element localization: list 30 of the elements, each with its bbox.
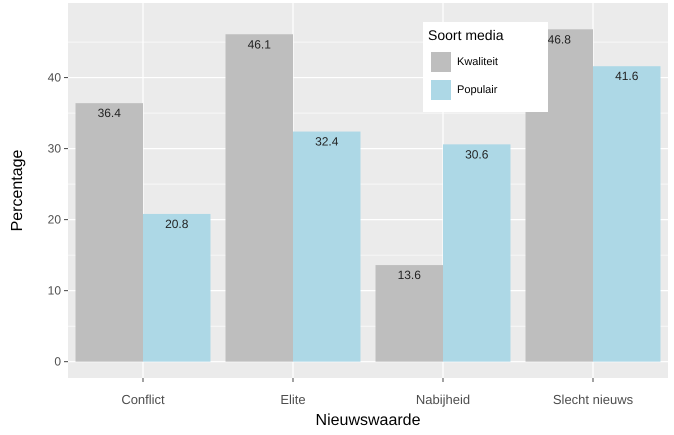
x-tick-label: Conflict — [121, 392, 166, 407]
bar — [443, 144, 510, 362]
x-tick-label: Nabijheid — [416, 392, 470, 407]
bar — [376, 265, 443, 362]
bar — [76, 103, 143, 362]
y-tick-label: 0 — [54, 354, 62, 369]
legend-label: Populair — [457, 84, 498, 96]
bar — [293, 132, 360, 362]
data-label: 46.8 — [548, 32, 572, 46]
data-label: 13.6 — [398, 268, 422, 282]
bar — [143, 214, 210, 362]
legend-title: Soort media — [428, 27, 504, 43]
x-axis-title: Nieuwswaarde — [316, 412, 421, 429]
bar — [226, 34, 293, 362]
x-tick-label: Elite — [280, 392, 306, 407]
y-tick-label: 10 — [48, 284, 62, 298]
data-label: 30.6 — [465, 147, 489, 162]
data-label: 20.8 — [165, 216, 189, 231]
data-label: 46.1 — [248, 37, 272, 52]
x-tick-label: Slecht nieuws — [552, 392, 634, 407]
legend-label: Kwaliteit — [457, 56, 498, 68]
bar — [593, 66, 660, 362]
y-axis-title: Percentage — [9, 149, 26, 232]
y-tick-label: 20 — [48, 212, 62, 227]
data-label: 41.6 — [615, 69, 639, 84]
y-tick-label: 40 — [48, 70, 62, 85]
bar — [526, 29, 593, 362]
data-label: 36.4 — [98, 106, 122, 120]
y-tick-label: 30 — [48, 142, 62, 156]
data-label: 32.4 — [315, 134, 339, 149]
